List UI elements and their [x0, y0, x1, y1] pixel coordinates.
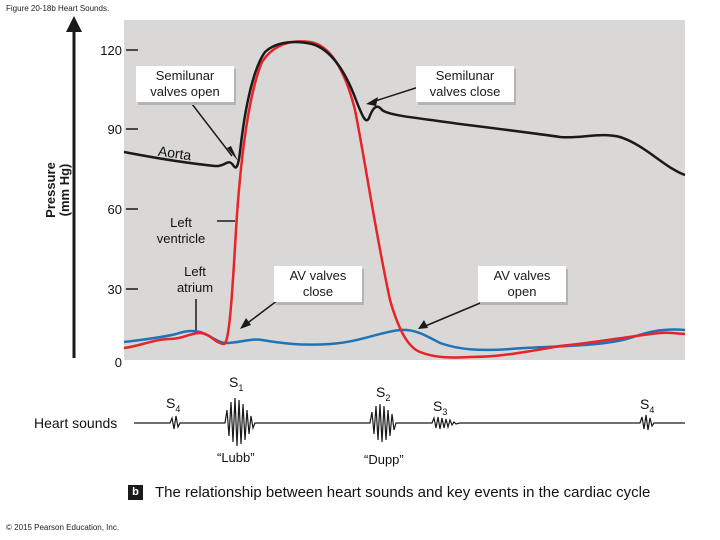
av-open-callout: AV valves open: [478, 266, 566, 302]
y-axis-arrow: [66, 16, 82, 32]
y-tick-label: 0: [114, 355, 122, 370]
y-axis-label: Pressure (mm Hg): [43, 162, 72, 218]
s2-label: S2: [376, 384, 391, 403]
lubb-label: “Lubb”: [217, 450, 255, 465]
heart-sounds-label: Heart sounds: [34, 415, 118, 431]
y-tick-label: 30: [107, 282, 122, 297]
dupp-label: “Dupp”: [364, 452, 404, 467]
heart-sound-trace: [134, 397, 685, 447]
s4-first-label: S4: [166, 395, 181, 414]
y-axis-label-line2: (mm Hg): [57, 163, 72, 217]
s4-last-label: S4: [640, 396, 655, 415]
copyright-notice: © 2015 Pearson Education, Inc.: [6, 523, 120, 532]
aorta-curve: [123, 40, 686, 177]
y-tick-label: 60: [107, 202, 122, 217]
semilunar-close-callout: Semilunar valves close: [416, 66, 514, 102]
figure-caption: Figure 20-18b Heart Sounds.: [6, 4, 110, 13]
y-tick-label: 90: [107, 122, 122, 137]
semilunar-open-pointer: [191, 103, 233, 157]
left-atrium-label: Left atrium: [176, 264, 214, 295]
semilunar-open-callout: Semilunar valves open: [136, 66, 234, 102]
s3-label: S3: [433, 398, 448, 417]
figure-description: The relationship between heart sounds an…: [155, 484, 651, 501]
y-axis-label-line1: Pressure: [43, 162, 58, 218]
left-ventricle-label: Left ventricle: [156, 215, 206, 246]
panel-badge: b: [128, 485, 143, 500]
av-close-callout: AV valves close: [274, 266, 362, 302]
y-tick-label: 120: [100, 43, 122, 58]
s1-label: S1: [229, 374, 244, 393]
